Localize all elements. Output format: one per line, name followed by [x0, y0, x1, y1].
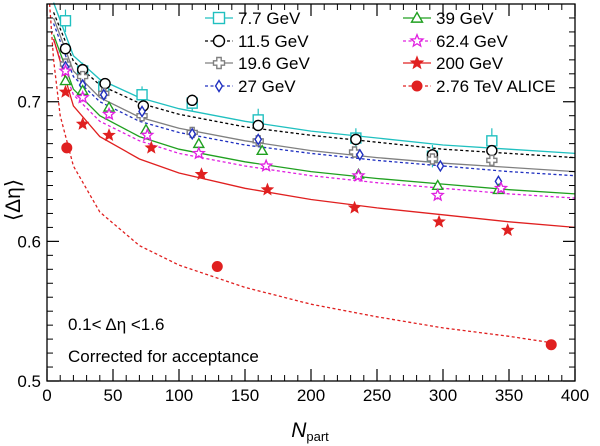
x-axis-label: Npart [291, 419, 329, 444]
y-tick-label: 0.6 [17, 232, 41, 251]
data-point [260, 182, 275, 196]
data-point [59, 74, 72, 86]
x-tick-label: 100 [165, 386, 193, 405]
legend-marker [212, 34, 226, 48]
y-tick-label: 0.5 [17, 372, 41, 391]
data-point [211, 261, 223, 273]
data-points [58, 9, 557, 351]
x-tick-label: 200 [297, 386, 325, 405]
x-tick-label: 50 [104, 386, 123, 405]
x-tick-label: 150 [231, 386, 259, 405]
fit-curve-6 [52, 38, 576, 229]
y-tick-label: 0.7 [17, 93, 41, 112]
legend-marker [409, 55, 425, 70]
data-point [191, 145, 206, 160]
data-point [76, 70, 89, 83]
annotation-eta-range: 0.1< Δη <1.6 [68, 315, 164, 334]
data-point [254, 133, 263, 146]
data-point [486, 135, 498, 147]
data-point [188, 127, 197, 141]
legend-label: 2.76 TeV ALICE [436, 77, 556, 96]
data-point [99, 88, 108, 102]
data-point [99, 77, 111, 90]
data-point [75, 90, 90, 104]
x-tick-label: 400 [561, 386, 589, 405]
x-tick-label: 300 [429, 386, 457, 405]
data-point [252, 119, 264, 132]
data-point [101, 106, 117, 121]
x-tick-label: 0 [42, 386, 51, 405]
data-point [351, 168, 366, 182]
data-point [59, 15, 72, 27]
data-point [355, 148, 364, 162]
data-point [493, 180, 509, 195]
data-point [500, 223, 515, 236]
data-point [255, 144, 269, 156]
x-axis-label-main: N [291, 419, 307, 442]
data-point [59, 42, 72, 55]
data-point [350, 133, 362, 146]
y-axis-label: ⟨Δη⟩ [2, 179, 25, 221]
legend-label: 11.5 GeV [238, 32, 309, 51]
data-point [426, 153, 439, 165]
data-point [430, 187, 445, 202]
data-point [140, 127, 155, 142]
data-point [144, 140, 159, 154]
legend-marker [409, 32, 425, 48]
annotation-acceptance: Corrected for acceptance [68, 347, 259, 366]
legend: 7.7 GeV 11.5 GeV 19.6 GeV 27 GeV 39 GeV 62.4 … [205, 9, 556, 96]
legend-marker [410, 11, 424, 23]
data-point [186, 94, 198, 107]
legend-label: 39 GeV [436, 9, 494, 28]
legend-marker [212, 56, 226, 70]
fit-curve-2 [52, 17, 576, 173]
data-point [138, 105, 146, 118]
data-point [486, 154, 498, 167]
legend-marker [214, 79, 224, 93]
data-point [58, 84, 73, 98]
fit-curve-4 [52, 34, 576, 195]
data-point [75, 116, 90, 130]
legend-label: 7.7 GeV [238, 9, 301, 28]
legend-marker [411, 80, 423, 92]
legend-label: 200 GeV [436, 54, 504, 73]
fit-curve-7 [48, 3, 556, 344]
x-tick-label: 250 [363, 386, 391, 405]
data-point [348, 146, 361, 158]
legend-marker [212, 11, 226, 25]
data-point [347, 200, 362, 214]
data-point [102, 128, 116, 142]
x-tick-label: 350 [495, 386, 523, 405]
data-point [61, 142, 73, 154]
legend-label: 62.4 GeV [436, 32, 508, 51]
fit-curve-5 [52, 40, 576, 199]
data-point [545, 339, 557, 351]
axes: 0 50 100 150 200 250 300 350 400 0.5 0.6 0.7 [17, 4, 589, 405]
legend-label: 19.6 GeV [238, 54, 310, 73]
x-axis-label-sub: part [306, 429, 329, 444]
data-point [58, 63, 73, 78]
data-point [432, 214, 446, 228]
fit-curve-0 [52, 2, 576, 155]
data-point [436, 159, 445, 173]
legend-label: 27 GeV [238, 77, 296, 96]
fit-curves [48, 2, 576, 344]
data-point [136, 89, 148, 101]
data-point [194, 167, 209, 181]
data-point [486, 144, 498, 157]
data-point [258, 158, 274, 173]
